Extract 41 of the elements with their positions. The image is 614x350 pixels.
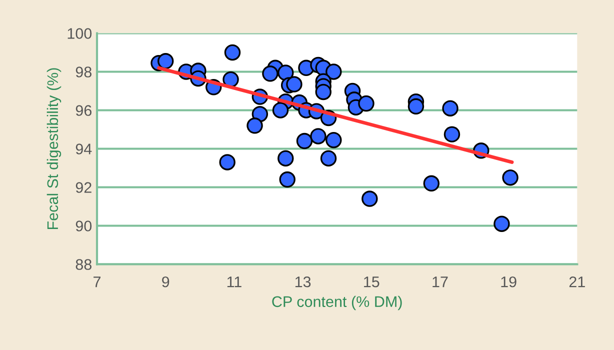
x-tick-label: 7 xyxy=(94,276,100,288)
point xyxy=(442,100,458,116)
point xyxy=(502,170,518,186)
y-tick-label: 100 xyxy=(68,28,92,39)
point xyxy=(279,171,296,188)
point xyxy=(362,190,378,207)
point xyxy=(286,76,302,92)
point xyxy=(262,66,278,82)
point xyxy=(423,175,440,192)
point xyxy=(272,102,289,118)
point xyxy=(315,84,332,100)
point xyxy=(296,132,313,150)
x-tick-label: 13 xyxy=(295,276,311,288)
y-tick-label: 92 xyxy=(76,182,92,193)
x-tick-label: 21 xyxy=(569,276,585,288)
point xyxy=(408,98,424,115)
x-tick-label: 17 xyxy=(432,276,448,288)
x-tick-label: 11 xyxy=(227,276,242,288)
point xyxy=(157,53,174,70)
point xyxy=(444,126,460,142)
x-tick-label: 9 xyxy=(162,276,170,288)
point xyxy=(310,128,326,144)
point xyxy=(494,216,510,232)
point xyxy=(326,64,342,80)
y-tick-label: 96 xyxy=(76,105,92,116)
point xyxy=(246,118,263,134)
x-axis-title: CP content (% DM) xyxy=(272,296,402,310)
y-axis-title: Fecal St digestibility (%) xyxy=(46,68,62,229)
x-tick-label: 15 xyxy=(364,276,380,288)
point xyxy=(278,150,294,166)
point xyxy=(326,132,342,148)
point xyxy=(224,44,241,61)
y-tick-label: 98 xyxy=(76,66,92,78)
point xyxy=(320,150,337,166)
y-tick-label: 94 xyxy=(76,144,92,154)
point xyxy=(219,154,236,170)
x-tick-label: 19 xyxy=(501,276,516,288)
y-tick-label: 90 xyxy=(76,220,92,232)
y-tick-label: 88 xyxy=(76,259,92,270)
point xyxy=(358,95,374,112)
point xyxy=(222,71,239,88)
